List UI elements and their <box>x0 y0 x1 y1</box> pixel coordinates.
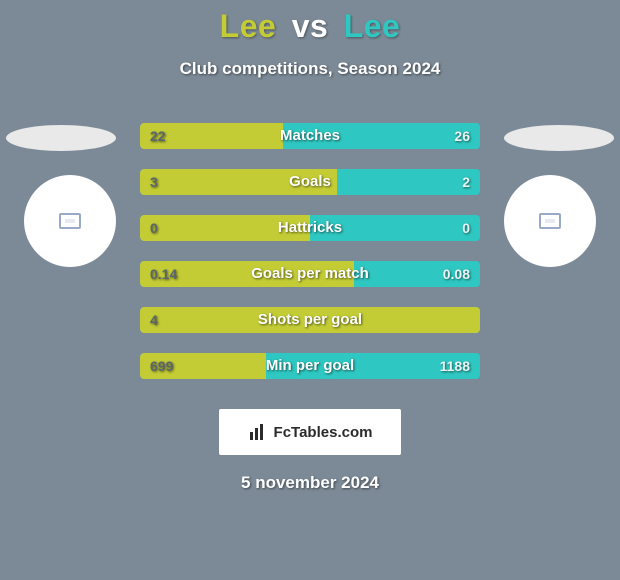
player1-badge <box>24 175 116 267</box>
player2-badge <box>504 175 596 267</box>
bar-fill-right <box>337 169 480 195</box>
title: Lee vs Lee <box>0 0 620 45</box>
bar-fill-left <box>140 353 266 379</box>
stat-row: 00Hattricks <box>140 215 480 241</box>
stat-row: 6991188Min per goal <box>140 353 480 379</box>
player2-shadow-ellipse <box>504 125 614 151</box>
comparison-card: Lee vs Lee Club competitions, Season 202… <box>0 0 620 580</box>
bar-fill-left <box>140 307 480 333</box>
bar-fill-left <box>140 169 337 195</box>
image-placeholder-icon <box>539 213 561 229</box>
subtitle: Club competitions, Season 2024 <box>0 59 620 79</box>
title-player2: Lee <box>344 8 401 44</box>
stat-bars: 2226Matches 32Goals 00Hattricks 0.140.08Goa… <box>140 123 480 399</box>
title-player1: Lee <box>220 8 277 44</box>
comparison-arena: 2226Matches 32Goals 00Hattricks 0.140.08Goa… <box>0 123 620 403</box>
bar-fill-right <box>283 123 480 149</box>
stat-row: 0.140.08Goals per match <box>140 261 480 287</box>
player1-shadow-ellipse <box>6 125 116 151</box>
bars-icon <box>248 422 268 442</box>
bar-fill-left <box>140 215 310 241</box>
bar-fill-right <box>266 353 480 379</box>
stat-row: 4Shots per goal <box>140 307 480 333</box>
stat-row: 32Goals <box>140 169 480 195</box>
title-vs: vs <box>292 8 329 44</box>
attribution-box: FcTables.com <box>219 409 401 455</box>
stat-row: 2226Matches <box>140 123 480 149</box>
attribution-text: FcTables.com <box>274 424 373 441</box>
image-placeholder-icon <box>59 213 81 229</box>
bar-fill-right <box>354 261 480 287</box>
bar-fill-right <box>310 215 480 241</box>
bar-fill-left <box>140 261 354 287</box>
date-text: 5 november 2024 <box>0 473 620 493</box>
bar-fill-left <box>140 123 283 149</box>
